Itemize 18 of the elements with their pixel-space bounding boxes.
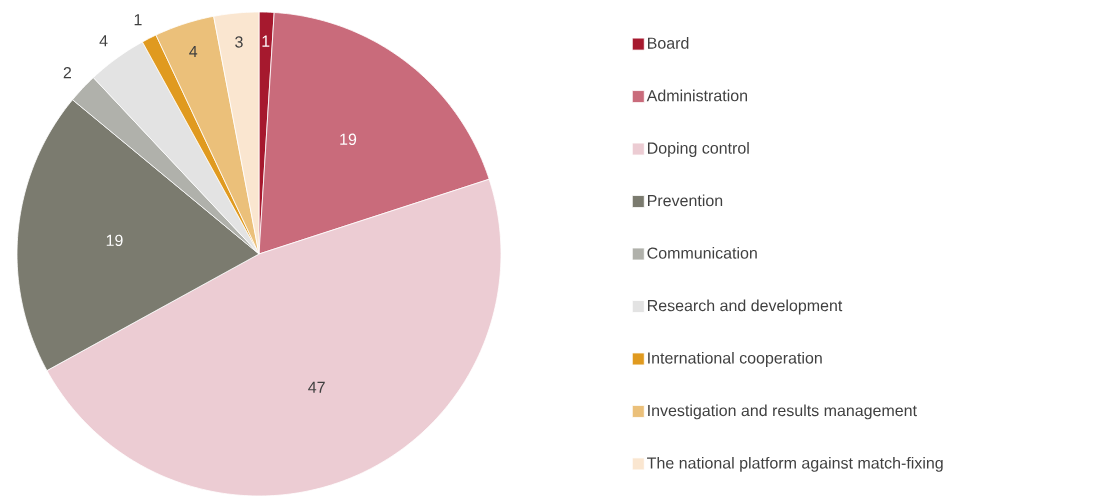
legend-label: Investigation and results management: [648, 404, 917, 420]
legend-label: Research and development: [647, 299, 843, 315]
legend-label: Doping control: [647, 142, 749, 157]
data-label: 1: [134, 14, 142, 26]
data-label: 3: [235, 36, 243, 48]
legend-label: Prevention: [647, 194, 723, 207]
legend-label: Administration: [646, 89, 747, 102]
legend-label: International cooperation: [648, 351, 822, 367]
legend-label: Communication: [647, 247, 757, 259]
data-label: 1: [262, 35, 270, 47]
legend-label: Board: [647, 37, 689, 49]
data-label: 2: [63, 67, 71, 79]
data-label: 19: [340, 133, 357, 145]
data-label: 4: [99, 35, 108, 47]
legend-label: The national platform against match-fixing: [647, 456, 943, 472]
data-label: 19: [106, 234, 123, 246]
data-label: 47: [308, 381, 325, 393]
data-label: 4: [189, 45, 198, 57]
